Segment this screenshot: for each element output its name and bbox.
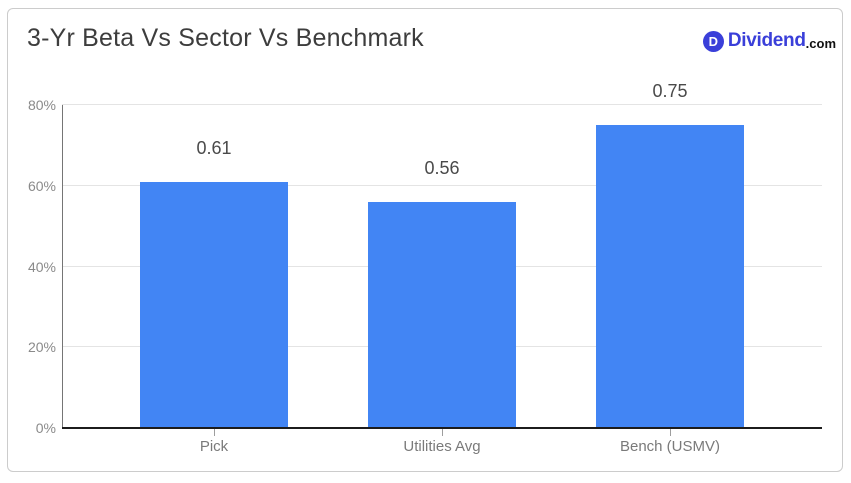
y-tick-label: 20% (27, 339, 56, 356)
dividend-suffix-text: .com (805, 36, 836, 51)
chart-title: 3-Yr Beta Vs Sector Vs Benchmark (27, 24, 424, 52)
dividend-d-letter: D (708, 33, 718, 49)
dividend-d-icon: D (702, 30, 724, 52)
y-axis-labels: 0% 20% 40% 60% 80% (8, 98, 56, 435)
bar-slot: 0.56 (328, 105, 556, 436)
bar-value-label: 0.75 (652, 81, 688, 102)
bar-value-label: 0.56 (424, 157, 460, 178)
x-axis-tick (214, 429, 215, 436)
category-label: Bench (USMV) (619, 438, 721, 455)
dividend-brand-text: Dividend (727, 30, 806, 51)
chart-card: 3-Yr Beta Vs Sector Vs Benchmark D Divid… (7, 8, 843, 472)
bar-slot: 0.61 (100, 105, 328, 436)
y-tick-label: 40% (27, 258, 56, 275)
plot-area: 0.61 0.56 0.75 (62, 81, 822, 436)
y-axis-line (62, 105, 63, 428)
bar-slot: 0.75 (556, 81, 784, 436)
x-axis-line (62, 427, 822, 429)
x-axis-tick (442, 429, 443, 436)
dividend-logo[interactable]: D Dividend .com (702, 30, 836, 52)
gridline (62, 184, 822, 186)
bars-row: 0.61 0.56 0.75 (62, 81, 822, 436)
category-label: Utilities Avg (403, 438, 481, 455)
y-tick-label: 60% (27, 177, 56, 194)
gridline (62, 104, 822, 105)
bar-bench-usmv[interactable] (596, 125, 744, 428)
y-tick-label: 80% (27, 97, 56, 113)
category-label: Pick (199, 438, 229, 455)
x-axis-tick (670, 429, 671, 436)
bar-value-label: 0.61 (196, 137, 232, 158)
bar-utilities-avg[interactable] (368, 201, 516, 428)
y-tick-label: 0% (35, 420, 56, 436)
bar-pick[interactable] (140, 181, 288, 428)
x-axis-labels: Pick Utilities Avg Bench (USMV) (62, 438, 822, 455)
